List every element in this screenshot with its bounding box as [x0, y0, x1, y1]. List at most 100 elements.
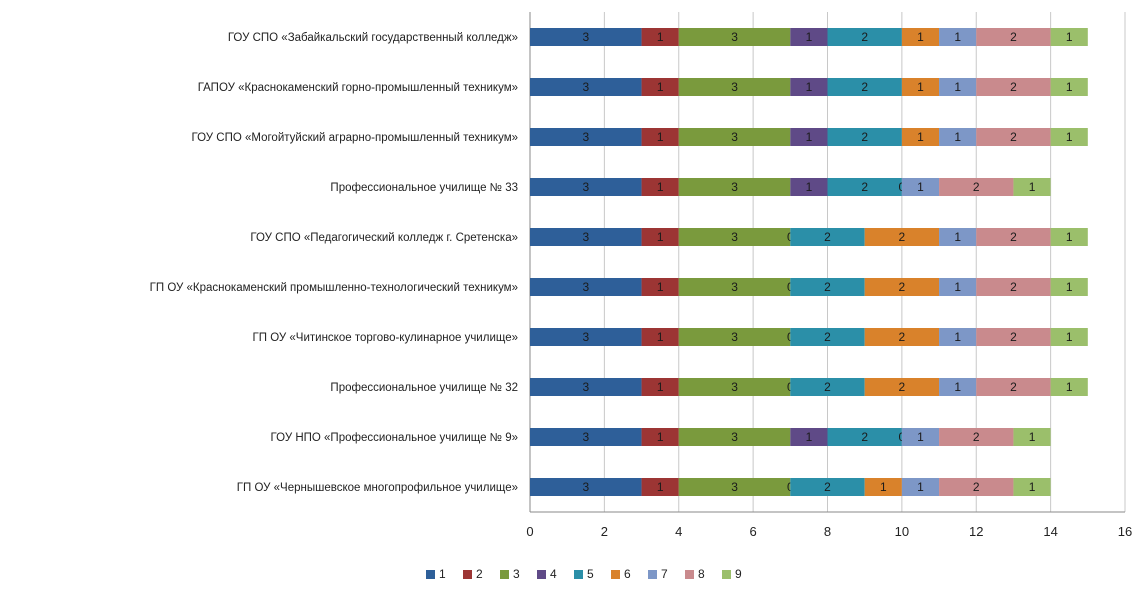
bar-segment [530, 128, 642, 146]
legend-swatch [722, 570, 731, 579]
data-label: 1 [1029, 180, 1036, 194]
data-label: 1 [657, 180, 664, 194]
data-label: 1 [954, 80, 961, 94]
legend-label: 5 [587, 567, 594, 581]
data-label: 1 [917, 80, 924, 94]
data-label: 3 [731, 230, 738, 244]
x-tick-label: 2 [601, 524, 608, 539]
x-tick-label: 4 [675, 524, 682, 539]
bar-segment [1050, 28, 1088, 46]
data-label: 1 [657, 30, 664, 44]
data-label: 2 [861, 130, 868, 144]
data-label: 3 [582, 330, 589, 344]
data-label: 1 [917, 180, 924, 194]
bar-segment [678, 128, 791, 146]
bar-segment [1050, 128, 1088, 146]
bar-segment [976, 28, 1051, 46]
data-label: 2 [973, 480, 980, 494]
data-label: 3 [731, 130, 738, 144]
data-label: 1 [657, 230, 664, 244]
bar-segment [641, 228, 679, 246]
x-tick-label: 8 [824, 524, 831, 539]
bar-segment [864, 378, 940, 396]
bar-segment [530, 478, 642, 496]
data-label: 3 [582, 80, 589, 94]
legend-swatch [648, 570, 657, 579]
bar-segment [790, 28, 828, 46]
bar-segment [901, 128, 940, 146]
data-label: 1 [1066, 380, 1073, 394]
legend-swatch [611, 570, 620, 579]
bar-segment [864, 278, 940, 296]
category-labels: ГОУ СПО «Забайкальский государственный к… [150, 32, 518, 494]
bar-segment [530, 178, 642, 196]
bar-segment [678, 278, 791, 296]
data-label: 3 [582, 380, 589, 394]
data-label: 1 [806, 130, 813, 144]
bar-segment [976, 228, 1051, 246]
data-label: 3 [731, 280, 738, 294]
legend-label: 7 [661, 567, 668, 581]
data-label: 1 [1066, 280, 1073, 294]
bar-segment [530, 28, 642, 46]
bar-segment [827, 428, 902, 446]
data-label: 3 [731, 330, 738, 344]
bar-segment [901, 28, 940, 46]
data-label: 3 [582, 130, 589, 144]
data-label: 2 [824, 480, 831, 494]
category-label: ГП ОУ «Чернышевское многопрофильное учил… [237, 482, 518, 494]
legend-label: 8 [698, 567, 705, 581]
bars: 3131211213131211213131211213131201213130… [530, 28, 1088, 496]
bar-segment [678, 428, 791, 446]
legend-label: 6 [624, 567, 631, 581]
bar-segment [901, 178, 940, 196]
data-label: 1 [954, 230, 961, 244]
bar-segment [1050, 328, 1088, 346]
bar-segment [790, 478, 865, 496]
data-label: 2 [861, 80, 868, 94]
bar-segment [939, 228, 977, 246]
legend-swatch [500, 570, 509, 579]
x-axis-ticks: 0 2 4 6 8 10 12 14 16 [526, 524, 1132, 539]
bar-segment [530, 78, 642, 96]
x-tick-label: 6 [750, 524, 757, 539]
data-label: 1 [954, 330, 961, 344]
bar-segment [530, 278, 642, 296]
data-label: 1 [1066, 80, 1073, 94]
data-label: 1 [917, 430, 924, 444]
bar-segment [790, 128, 828, 146]
bar-segment [939, 328, 977, 346]
category-label: ГОУ СПО «Педагогический колледж г. Срете… [250, 232, 518, 244]
data-label: 2 [899, 230, 906, 244]
bar-segment [976, 378, 1051, 396]
bar-segment [1013, 178, 1051, 196]
bar-segment [939, 28, 977, 46]
legend-label: 2 [476, 567, 483, 581]
bar-segment [530, 428, 642, 446]
bar-segment [901, 428, 940, 446]
bar-segment [976, 128, 1051, 146]
x-tick-label: 10 [895, 524, 909, 539]
data-label: 1 [1066, 130, 1073, 144]
bar-segment [530, 378, 642, 396]
bar-segment [939, 378, 977, 396]
legend: 1 2 3 4 5 6 7 8 9 [426, 567, 742, 581]
data-label: 2 [899, 330, 906, 344]
data-label: 1 [806, 430, 813, 444]
category-label: ГП ОУ «Читинское торгово-кулинарное учил… [253, 332, 518, 344]
bar-segment [530, 328, 642, 346]
category-label: ГОУ СПО «Забайкальский государственный к… [228, 32, 518, 44]
bar-segment [864, 478, 902, 496]
data-label: 1 [657, 380, 664, 394]
data-label: 1 [917, 130, 924, 144]
bar-segment [939, 178, 1014, 196]
data-label: 2 [899, 380, 906, 394]
data-label: 2 [899, 280, 906, 294]
data-label: 1 [806, 80, 813, 94]
bar-segment [864, 328, 940, 346]
bar-segment [678, 28, 791, 46]
bar-segment [530, 228, 642, 246]
data-label: 1 [954, 30, 961, 44]
data-label: 3 [731, 30, 738, 44]
